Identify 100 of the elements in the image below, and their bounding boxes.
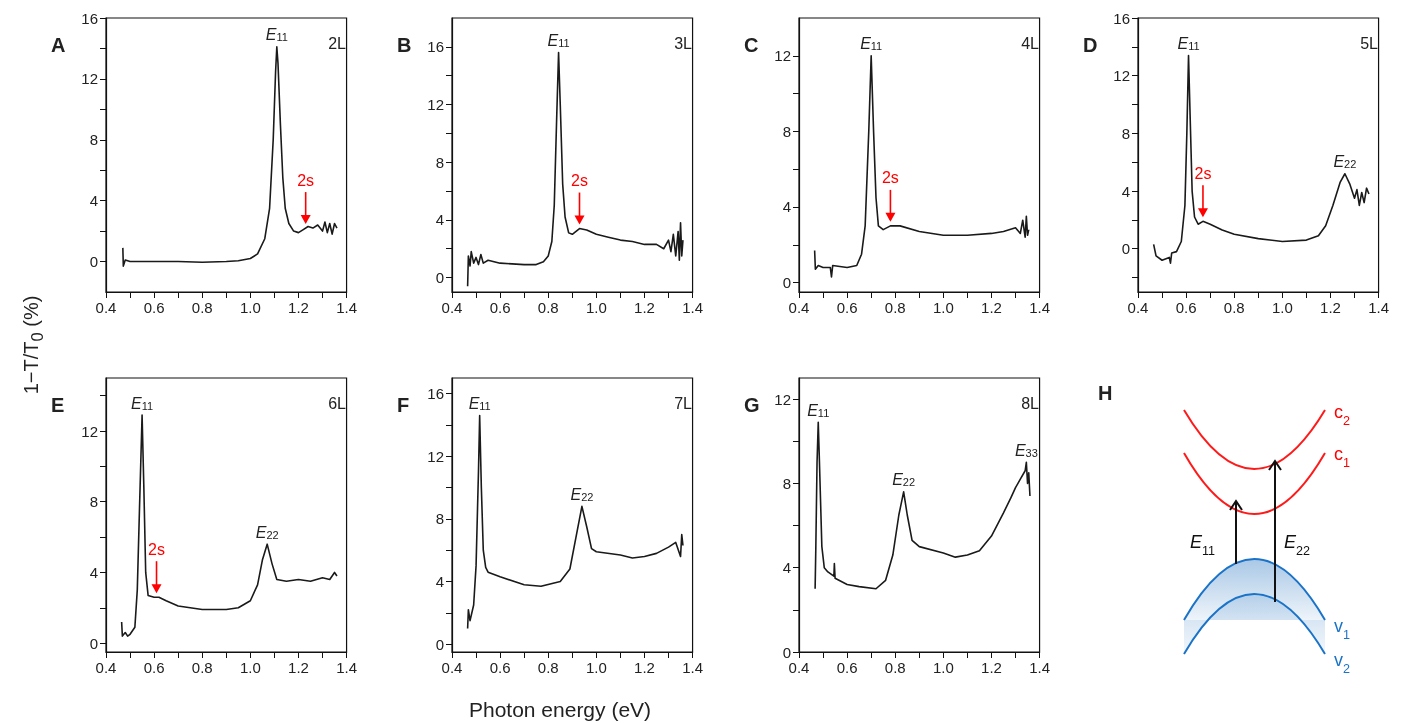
x-tick-label: 0.4 [788, 299, 810, 316]
annotation: E33 [1014, 441, 1038, 459]
x-tick-label: 1.0 [239, 659, 261, 676]
text: 8L [1021, 394, 1040, 412]
x-tick-label: 0.8 [537, 299, 559, 316]
text: B [397, 34, 412, 56]
y-tick-label: 4 [89, 563, 98, 581]
text: F [397, 394, 410, 416]
y-tick-label: 12 [774, 47, 791, 65]
y-tick-label: 4 [89, 192, 98, 210]
y-tick-label: 12 [427, 447, 444, 465]
annotation: E11 [468, 395, 491, 413]
line-series [1152, 54, 1370, 264]
line-series [813, 54, 1030, 278]
annotation: 2s [881, 169, 899, 187]
annotation: E11 [1177, 34, 1200, 52]
x-tick-label: 0.4 [788, 659, 810, 676]
text: E [51, 394, 65, 416]
y-tick-label: 0 [435, 269, 444, 287]
annotation: E22 [570, 485, 594, 503]
x-tick-label: 0.8 [1223, 299, 1245, 316]
y-tick-label: 12 [81, 70, 98, 88]
text: H [1098, 382, 1113, 404]
y-tick-label: 0 [1121, 240, 1130, 258]
y-tick-label: 4 [1121, 182, 1130, 200]
x-tick-label: 1.4 [682, 659, 703, 676]
band-diagram: c$_{2}$ c$_{1}$ v$_{1}$ v$_{2}$ E$_{11}$ E$_{22}$ [1183, 402, 1350, 676]
x-tick-label: 1.4 [336, 659, 357, 676]
y-tick-label: 0 [435, 635, 444, 653]
annotation: E11 [131, 394, 154, 412]
text: 6L [328, 394, 347, 412]
x-tick-label: 1.4 [1029, 299, 1050, 316]
y-tick-label: 12 [427, 96, 444, 114]
x-tick-label: 1.2 [634, 659, 655, 676]
text: 3L [674, 34, 693, 52]
y-tick-label: 4 [782, 198, 791, 216]
x-tick-label: 0.6 [143, 659, 165, 676]
x-tick-label: 0.4 [95, 659, 117, 676]
x-tick-label: 1.0 [239, 299, 261, 316]
x-tick-label: 1.0 [585, 299, 607, 316]
x-tick-label: 1.0 [932, 659, 954, 676]
line-series [466, 414, 684, 630]
x-tick-label: 0.6 [143, 299, 165, 316]
annotation: E11 [807, 401, 830, 419]
x-tick-label: 0.8 [884, 299, 906, 316]
x-tick-label: 1.0 [932, 299, 954, 316]
annotation: 2s [571, 172, 588, 190]
x-tick-label: 1.2 [981, 659, 1002, 676]
x-axis-title: Photon energy (eV) [468, 698, 652, 722]
text: 2L [328, 34, 347, 52]
x-tick-label: 0.8 [191, 659, 213, 676]
x-tick-label: 0.8 [884, 659, 906, 676]
annotation: E11 [860, 35, 883, 53]
x-tick-label: 1.2 [288, 299, 309, 316]
y-tick-label: 12 [774, 390, 791, 408]
y-tick-label: 4 [435, 211, 444, 229]
y-tick-label: 4 [435, 573, 444, 591]
x-tick-label: 1.0 [585, 659, 607, 676]
x-tick-label: 0.6 [836, 659, 858, 676]
text: D [1083, 34, 1098, 56]
x-tick-label: 0.6 [836, 299, 858, 316]
x-tick-label: 0.4 [441, 659, 463, 676]
x-tick-label: 1.2 [288, 659, 309, 676]
text: 4L [1021, 34, 1040, 52]
x-tick-label: 1.2 [634, 299, 655, 316]
text: 7L [674, 394, 693, 412]
x-tick-label: 0.6 [489, 299, 511, 316]
y-tick-label: 0 [782, 643, 791, 661]
y-tick-label: 12 [1113, 67, 1130, 85]
y-tick-label: 16 [1113, 9, 1130, 27]
y-tick-label: 16 [81, 9, 98, 27]
annotation: E11 [265, 26, 288, 44]
y-tick-label: 8 [782, 122, 791, 140]
line-series [120, 414, 338, 637]
y-tick-label: 4 [782, 559, 791, 577]
text: 5L [1360, 34, 1379, 52]
y-tick-label: 8 [435, 510, 444, 528]
y-tick-label: 12 [81, 422, 98, 440]
y-tick-label: 8 [435, 153, 444, 171]
y-tick-label: 0 [89, 634, 98, 652]
line-series [466, 51, 684, 288]
annotation: E22 [892, 471, 916, 489]
x-tick-label: 1.4 [682, 299, 703, 316]
text: G [744, 394, 760, 416]
annotation: 2s [148, 540, 165, 558]
annotation: E22 [1333, 153, 1357, 171]
text: C [744, 34, 759, 56]
x-tick-label: 1.0 [1271, 299, 1293, 316]
annotation: E11 [547, 32, 570, 50]
y-tick-label: 16 [427, 385, 444, 403]
x-tick-label: 0.8 [191, 299, 213, 316]
annotation: 2s [297, 171, 315, 189]
x-tick-label: 1.4 [336, 299, 357, 316]
y-tick-label: 8 [782, 474, 791, 492]
y-tick-label: 8 [1121, 124, 1130, 142]
x-tick-label: 0.4 [1127, 299, 1149, 316]
y-tick-label: 0 [89, 253, 98, 271]
y-tick-label: 8 [89, 131, 98, 149]
y-tick-label: 0 [782, 274, 791, 292]
x-tick-label: 0.4 [441, 299, 463, 316]
